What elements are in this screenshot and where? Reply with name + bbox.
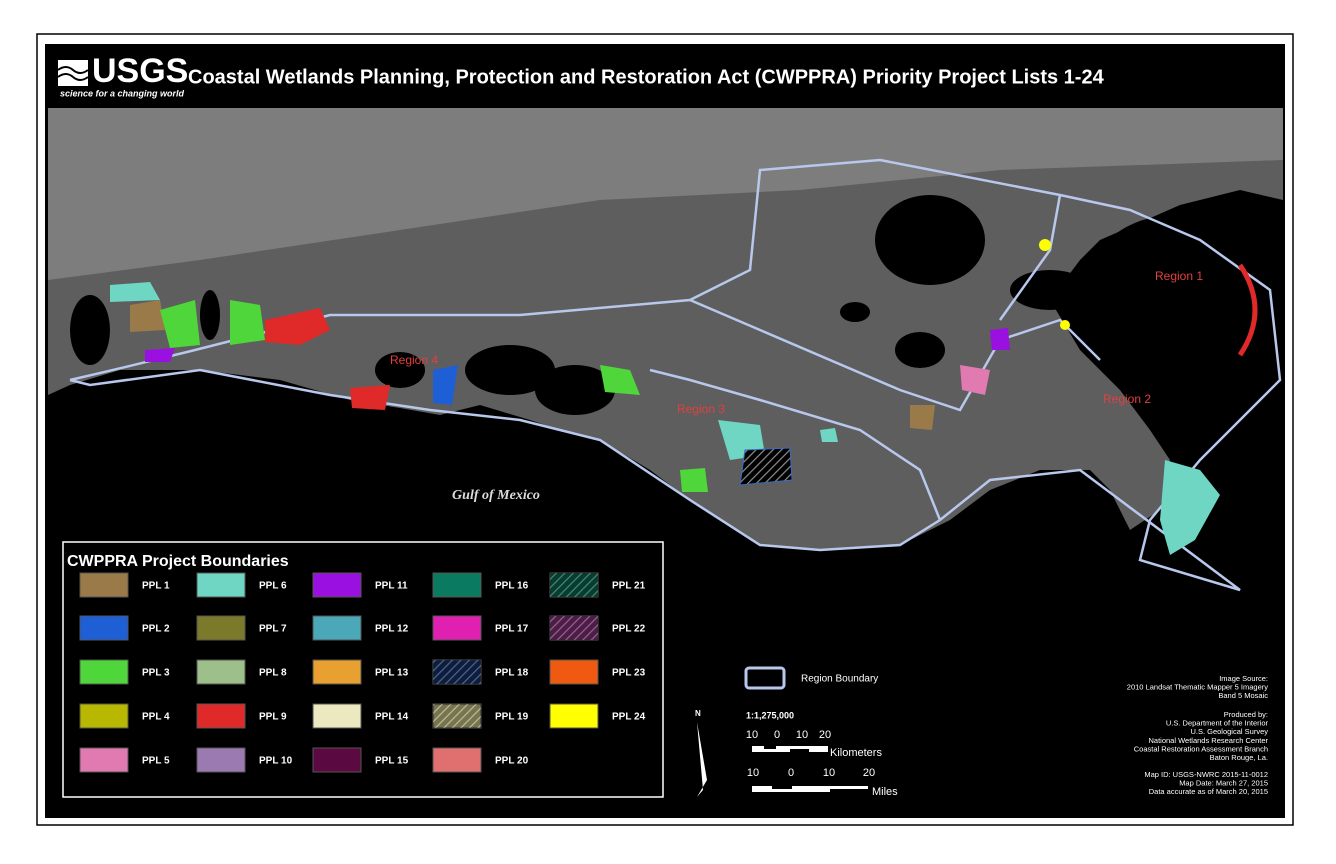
legend-label: PPL 14 (375, 712, 409, 723)
credit-line: Produced by: (1224, 710, 1268, 719)
legend-swatch (312, 703, 362, 729)
region-label: Region 3 (677, 402, 725, 416)
legend-label: PPL 17 (495, 624, 529, 635)
legend-swatch (196, 572, 246, 598)
legend-label: PPL 18 (495, 668, 529, 679)
legend-label: PPL 11 (375, 581, 408, 592)
legend-label: PPL 22 (612, 624, 646, 635)
legend-label: PPL 8 (259, 668, 287, 679)
scale-tick-label: 20 (863, 767, 875, 779)
scale-unit: Kilometers (830, 747, 882, 759)
scale-tick-label: 10 (747, 767, 759, 779)
legend-label: PPL 10 (259, 756, 293, 767)
region-label: Region 4 (390, 353, 438, 367)
legend-label: PPL 2 (142, 624, 170, 635)
region-label: Region 1 (1155, 269, 1203, 283)
credit-line: National Wetlands Research Center (1148, 736, 1268, 745)
project-areas (110, 239, 1258, 555)
legend-swatch (432, 615, 482, 641)
credits: Image Source:2010 Landsat Thematic Mappe… (1127, 674, 1269, 796)
legend-swatch (432, 747, 482, 773)
credit-line: Band 5 Mosaic (1218, 691, 1268, 700)
legend-label: PPL 7 (259, 624, 287, 635)
legend-label: PPL 6 (259, 581, 287, 592)
north-label: N (695, 709, 701, 718)
region-label: Region 2 (1103, 392, 1151, 406)
legend-swatch (79, 703, 129, 729)
legend-label: PPL 23 (612, 668, 646, 679)
legend-label: PPL 20 (495, 756, 529, 767)
scale-tick-label: 0 (788, 767, 794, 779)
scale-unit: Miles (872, 786, 898, 798)
legend-swatch-hatch (550, 616, 598, 640)
legend-label: PPL 19 (495, 712, 529, 723)
scale-ratio: 1:1,275,000 (746, 710, 794, 720)
legend-swatch-hatch (433, 704, 481, 728)
legend-swatch (312, 747, 362, 773)
legend-swatch (79, 659, 129, 685)
legend-swatch (432, 572, 482, 598)
legend-label: PPL 9 (259, 712, 287, 723)
logo (57, 60, 89, 86)
legend-swatch-hatch (433, 660, 481, 684)
tagline: science for a changing world (60, 88, 185, 98)
region-boundary-label: Region Boundary (801, 674, 878, 685)
legend-swatch-hatch (550, 573, 598, 597)
scale-tick-label: 10 (823, 767, 835, 779)
legend-label: PPL 15 (375, 756, 409, 767)
legend-label: PPL 5 (142, 756, 170, 767)
scale-tick-label: 20 (819, 729, 831, 741)
logo-text: USGS (92, 52, 188, 90)
legend-swatch (312, 659, 362, 685)
legend-swatch (549, 703, 599, 729)
credit-line: Map Date: March 27, 2015 (1179, 779, 1268, 788)
legend-label: PPL 3 (142, 668, 170, 679)
legend-label: PPL 12 (375, 624, 409, 635)
legend-label: PPL 13 (375, 668, 409, 679)
scale-bars (752, 746, 868, 792)
credit-line: Map ID: USGS-NWRC 2015-11-0012 (1144, 770, 1268, 779)
credit-line: Coastal Restoration Assessment Branch (1134, 744, 1268, 753)
legend-swatch (312, 615, 362, 641)
legend-swatch (196, 703, 246, 729)
credit-line: Baton Rouge, La. (1210, 753, 1268, 762)
credit-line: Data accurate as of March 20, 2015 (1149, 787, 1268, 796)
legend-swatch (196, 615, 246, 641)
region-boundary-swatch (744, 666, 786, 690)
legend-label: PPL 16 (495, 581, 529, 592)
legend-swatch (79, 747, 129, 773)
legend-label: PPL 21 (612, 581, 646, 592)
credit-line: Image Source: (1219, 674, 1268, 683)
water-label: Gulf of Mexico (452, 488, 540, 503)
legend-swatch (79, 615, 129, 641)
scale-tick-label: 0 (774, 729, 780, 741)
region-boundaries (69, 158, 1282, 592)
legend-swatch (79, 572, 129, 598)
scale-labels: 10 0 10 20 Kilometers 10 0 10 20 Miles (746, 729, 898, 798)
legend-label: PPL 4 (142, 712, 170, 723)
scale-tick-label: 10 (796, 729, 808, 741)
legend-label: PPL 24 (612, 712, 646, 723)
north-arrow (697, 722, 707, 797)
credit-line: U.S. Department of the Interior (1166, 719, 1269, 728)
legend-title: CWPPRA Project Boundaries (67, 553, 289, 570)
legend-swatch (549, 659, 599, 685)
legend-swatch (312, 572, 362, 598)
credit-line: 2010 Landsat Thematic Mapper 5 Imagery (1127, 683, 1268, 692)
legend-swatch (196, 659, 246, 685)
credit-line: U.S. Geological Survey (1190, 727, 1268, 736)
scale-tick-label: 10 (746, 729, 758, 741)
legend-items: PPL 1 PPL 2 PPL 3 PPL 4 PPL 5 PPL 6 PPL 7 PPL 8… (79, 572, 646, 773)
legend-label: PPL 1 (142, 581, 170, 592)
title: Coastal Wetlands Planning, Protection an… (188, 66, 1105, 88)
legend-swatch (196, 747, 246, 773)
